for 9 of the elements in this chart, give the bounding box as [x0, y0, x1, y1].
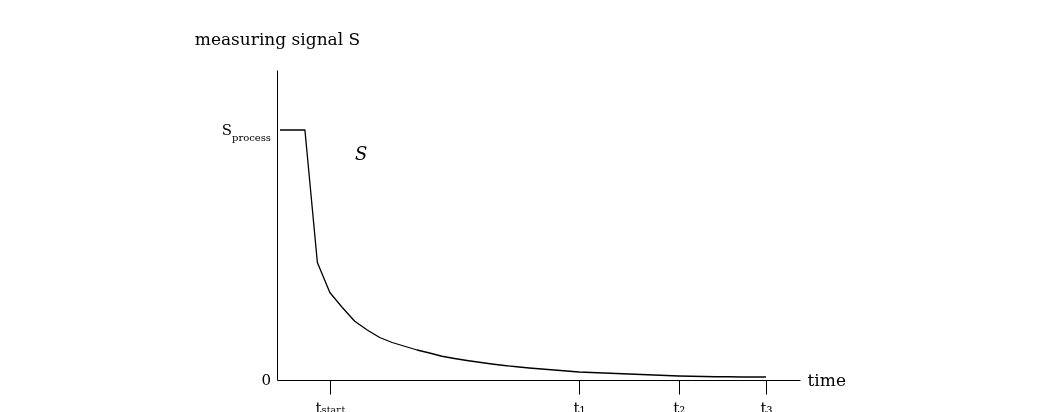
- y-axis-title: measuring signal S: [194, 28, 361, 49]
- text: 0: [261, 371, 271, 389]
- annotation: S: [355, 143, 368, 164]
- x-tick-label: t₃: [760, 398, 773, 412]
- x-tick-label: t₂: [673, 398, 686, 412]
- x-tick-label: t₁: [573, 398, 586, 412]
- x-axis-title: time: [807, 369, 846, 390]
- text: S$_{process}$: [221, 121, 271, 143]
- x-tick-label: tₛₜₐᵣₜ: [315, 398, 346, 412]
